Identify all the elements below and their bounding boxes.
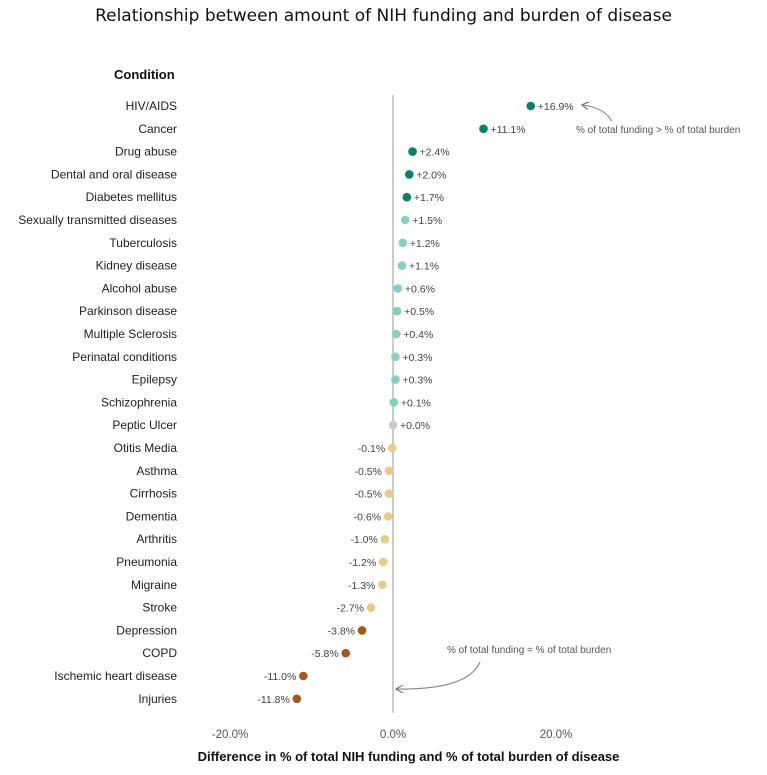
value-label: -3.8% (328, 625, 355, 637)
x-tick-label: 0.0% (380, 729, 406, 741)
value-label: +0.4% (403, 329, 433, 341)
value-label: -2.7% (337, 603, 364, 615)
value-label: +1.5% (412, 215, 442, 227)
annotation-text: % of total funding > % of total burden (576, 125, 740, 136)
value-label: +2.0% (416, 169, 446, 181)
data-point (341, 648, 351, 658)
category-label: Cirrhosis (130, 487, 177, 501)
value-label: +1.1% (409, 261, 439, 273)
category-label: Schizophrenia (101, 395, 177, 409)
category-label: HIV/AIDS (126, 99, 177, 113)
category-label: Drug abuse (115, 145, 177, 159)
data-point (397, 261, 407, 270)
category-label: Migraine (131, 578, 177, 592)
category-label: Alcohol abuse (102, 281, 178, 295)
data-point (384, 466, 394, 476)
category-label: Multiple Sclerosis (84, 327, 177, 341)
category-label: Sexually transmitted diseases (18, 213, 177, 227)
data-point (384, 489, 394, 498)
data-point (400, 215, 410, 225)
value-label: -1.0% (350, 534, 377, 546)
value-label: -11.0% (264, 671, 297, 683)
value-label: +0.3% (402, 375, 432, 387)
value-label: +0.5% (404, 306, 434, 318)
category-label: Injuries (138, 692, 177, 706)
value-label: +0.6% (405, 283, 435, 295)
data-point (292, 694, 302, 704)
value-label: -0.5% (354, 489, 381, 501)
data-point (398, 238, 408, 248)
value-label: +0.0% (400, 420, 430, 432)
x-axis-title: Difference in % of total NIH funding and… (197, 749, 620, 764)
category-label: Kidney disease (96, 259, 178, 273)
y-axis-title: Condition (114, 67, 175, 82)
data-point (387, 443, 397, 453)
category-label: Tuberculosis (109, 236, 177, 250)
chart-title: Relationship between amount of NIH fundi… (95, 6, 672, 26)
category-label: Depression (116, 623, 177, 637)
data-point (405, 170, 414, 179)
category-label: Epilepsy (132, 373, 177, 387)
value-label: +2.4% (420, 147, 450, 159)
value-label: -0.6% (354, 511, 381, 523)
category-label: Dental and oral disease (51, 167, 177, 181)
category-label: COPD (142, 646, 177, 660)
value-label: +16.9% (538, 101, 574, 113)
value-label: +1.2% (410, 238, 440, 250)
data-point (389, 398, 399, 407)
value-label: -1.2% (349, 557, 376, 569)
category-label: Ischemic heart disease (54, 669, 177, 683)
value-label: +0.3% (402, 352, 432, 364)
value-label: -11.8% (257, 694, 290, 706)
value-label: +1.7% (414, 192, 444, 204)
data-point (393, 284, 403, 293)
annotation-text: % of total funding = % of total burden (447, 645, 611, 656)
category-label: Stroke (142, 601, 177, 615)
data-point (378, 557, 388, 567)
data-point (391, 352, 400, 362)
category-label: Diabetes mellitus (86, 190, 177, 204)
category-label: Pneumonia (116, 555, 177, 569)
category-label: Otitis Media (114, 441, 178, 455)
category-label: Arthritis (136, 532, 177, 546)
category-label: Perinatal conditions (72, 350, 177, 364)
value-label: -1.3% (348, 580, 375, 592)
x-tick-label: -20.0% (212, 729, 248, 741)
category-label: Cancer (138, 122, 177, 136)
data-point (479, 124, 488, 134)
annotation-arrow (397, 661, 481, 689)
category-label: Asthma (136, 464, 177, 478)
data-point (378, 580, 387, 590)
data-point (392, 306, 402, 316)
data-point (526, 101, 536, 111)
value-label: -5.8% (311, 648, 338, 660)
data-point (388, 420, 398, 430)
value-label: +0.1% (401, 397, 431, 409)
category-label: Parkinson disease (79, 304, 177, 318)
data-point (391, 375, 400, 384)
x-tick-label: 20.0% (540, 729, 573, 741)
category-label: Dementia (126, 509, 178, 523)
value-label: -0.5% (354, 466, 381, 478)
value-label: +11.1% (490, 124, 525, 136)
data-point (357, 626, 367, 635)
data-point (380, 534, 390, 544)
data-point (408, 147, 417, 156)
value-label: -0.1% (358, 443, 385, 455)
data-point (391, 329, 401, 339)
data-point (299, 671, 308, 681)
data-point (366, 603, 376, 612)
category-label: Peptic Ulcer (112, 418, 177, 432)
data-point (383, 512, 393, 521)
data-point (402, 192, 412, 202)
annotation-arrow (583, 105, 613, 122)
